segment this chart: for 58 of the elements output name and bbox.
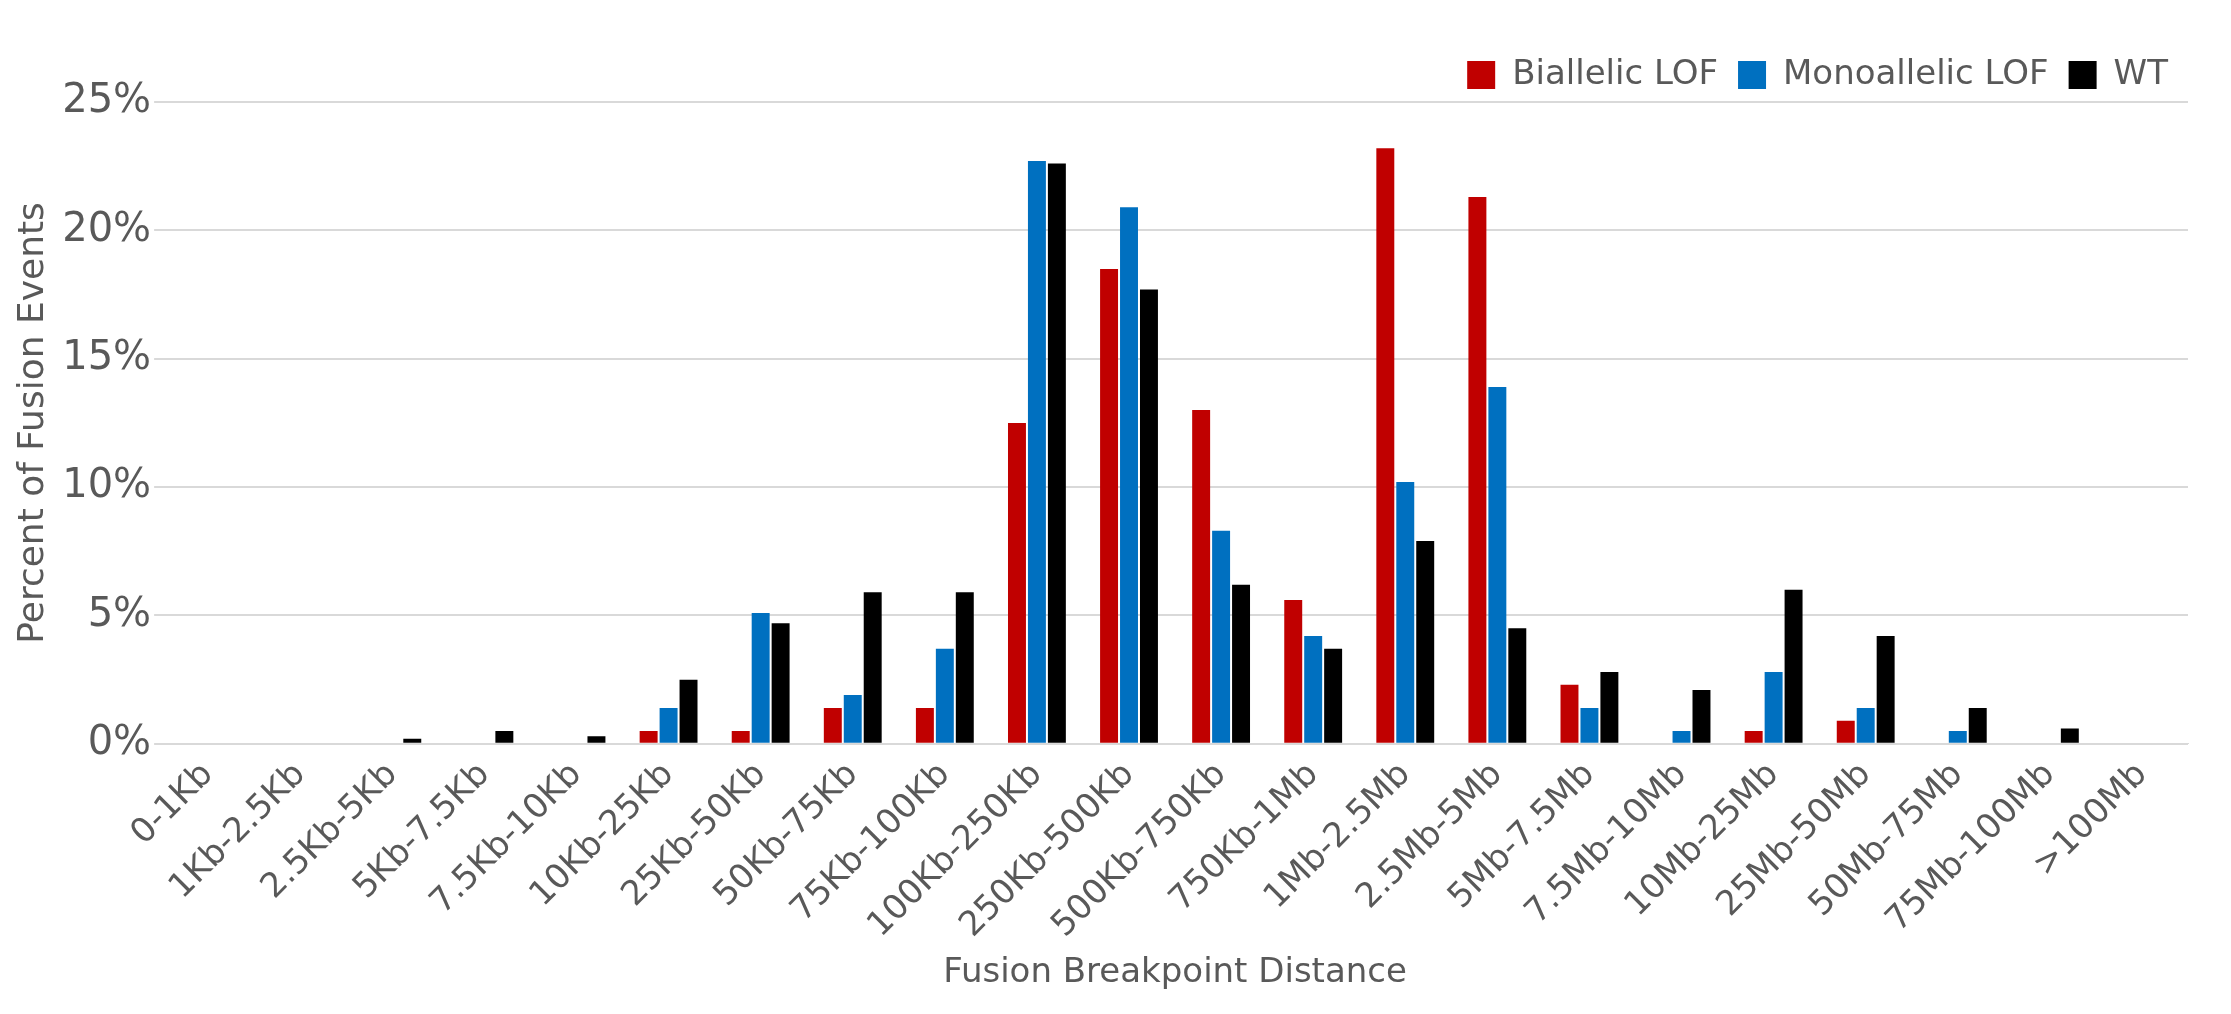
bar (1968, 707, 1987, 743)
bar (1856, 707, 1875, 743)
y-tick-label: 20% (62, 203, 152, 250)
bar (1836, 720, 1855, 743)
bar (823, 707, 842, 743)
bar (403, 738, 422, 743)
bar (1232, 584, 1251, 743)
bar (1324, 648, 1343, 743)
legend-label: Biallelic LOF (1512, 51, 1719, 92)
legend-label: WT (2113, 51, 2169, 92)
bar (1560, 684, 1579, 743)
bar (1284, 600, 1303, 743)
bar (1100, 268, 1119, 743)
bar (1508, 628, 1527, 743)
bar (1396, 481, 1415, 743)
bar (1047, 163, 1066, 743)
bar (2060, 728, 2079, 743)
bar (751, 612, 770, 743)
bar (679, 679, 698, 743)
bar (1376, 148, 1395, 743)
y-tick-label: 25% (62, 75, 152, 122)
y-tick-label: 10% (62, 460, 152, 507)
bar (1948, 731, 1967, 743)
bar (1192, 410, 1211, 743)
bar (1744, 731, 1763, 743)
bar (771, 623, 790, 743)
bar (915, 707, 934, 743)
legend-label: Monoallelic LOF (1783, 51, 2049, 92)
bar (1784, 589, 1803, 743)
bar (639, 731, 658, 743)
bar (495, 731, 514, 743)
bar (955, 592, 974, 743)
bar (1692, 689, 1711, 743)
bar (731, 731, 750, 743)
bar (1304, 636, 1323, 743)
bar (1580, 707, 1599, 743)
bar (1007, 422, 1026, 743)
bar (1764, 671, 1783, 743)
y-axis-title: Percent of Fusion Events (9, 202, 51, 644)
bar (587, 736, 606, 743)
bar (935, 648, 954, 743)
bar (843, 695, 862, 743)
y-tick-label: 0% (87, 717, 152, 764)
y-tick-label: 5% (87, 588, 152, 635)
y-tick-label: 15% (62, 332, 152, 379)
bar (1120, 207, 1138, 743)
bar (1139, 289, 1158, 743)
bar (1600, 671, 1619, 743)
bar (1488, 386, 1507, 743)
bar (863, 592, 882, 743)
bar (659, 707, 678, 743)
bar (1876, 636, 1895, 743)
bar (1416, 541, 1435, 743)
bar (1672, 731, 1691, 743)
bar (1468, 196, 1487, 743)
bar (1212, 530, 1231, 743)
x-axis-title: Fusion Breakpoint Distance (943, 950, 1407, 991)
bar (1027, 161, 1046, 743)
